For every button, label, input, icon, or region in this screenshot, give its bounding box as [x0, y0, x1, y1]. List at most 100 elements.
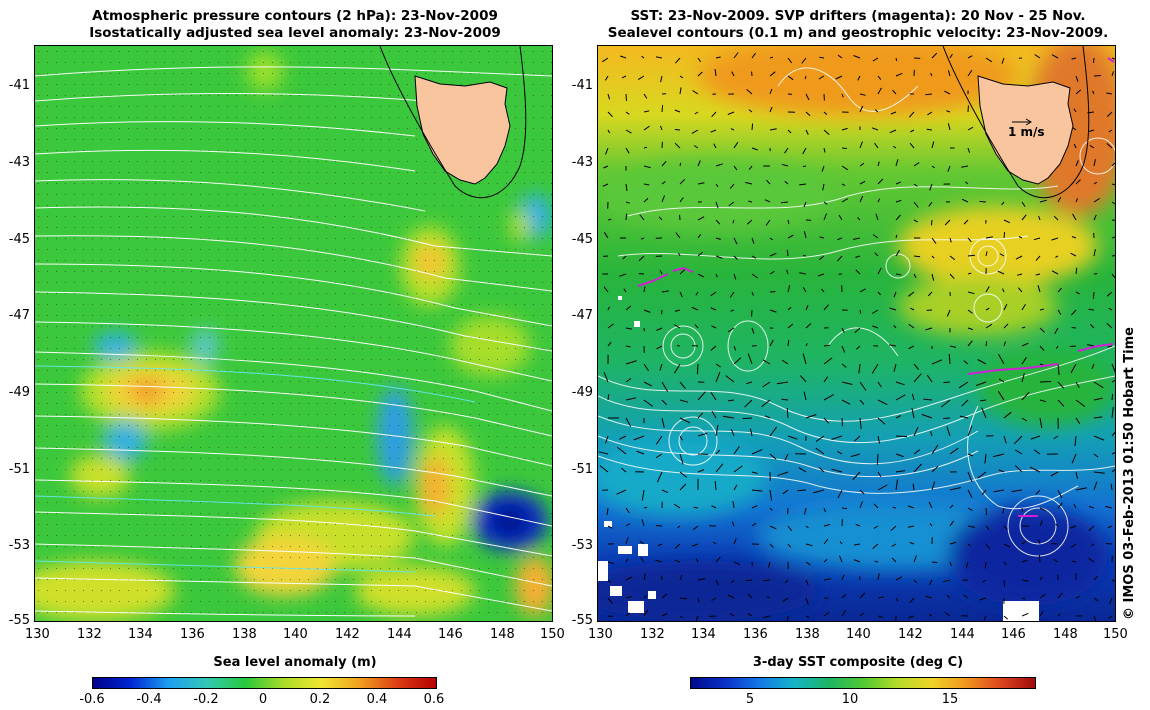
velocity-arrow	[675, 57, 681, 64]
velocity-arrow	[1018, 236, 1023, 239]
velocity-arrow	[728, 201, 735, 207]
velocity-arrow	[877, 417, 886, 425]
velocity-arrow	[998, 378, 1005, 383]
velocity-arrow	[643, 363, 650, 372]
velocity-arrow	[625, 417, 632, 427]
velocity-arrow	[873, 503, 879, 509]
lat-tick: -41	[8, 78, 30, 93]
velocity-arrow	[643, 595, 647, 599]
sla-colorbar-tick: -0.6	[79, 692, 105, 707]
velocity-arrow	[859, 417, 862, 430]
velocity-arrow	[1075, 381, 1080, 389]
velocity-arrow	[655, 435, 663, 445]
velocity-arrow	[625, 507, 630, 514]
velocity-arrow	[967, 471, 973, 483]
velocity-arrow	[620, 55, 627, 59]
velocity-arrow	[803, 391, 807, 401]
velocity-arrow	[985, 341, 988, 347]
velocity-arrow	[1107, 345, 1113, 348]
velocity-arrow	[859, 180, 866, 185]
velocity-arrow	[854, 327, 861, 333]
velocity-arrow	[802, 254, 807, 257]
velocity-arrow	[852, 471, 861, 480]
velocity-arrow	[949, 447, 959, 455]
velocity-arrow	[1039, 327, 1045, 333]
velocity-arrow	[621, 467, 627, 473]
velocity-arrow	[766, 596, 771, 599]
velocity-arrow	[661, 195, 665, 203]
velocity-arrow	[730, 183, 735, 189]
velocity-arrow	[895, 273, 902, 276]
velocity-arrow	[780, 201, 789, 204]
velocity-arrow	[895, 234, 898, 239]
velocity-arrow	[823, 417, 830, 424]
velocity-arrow	[805, 414, 817, 419]
lon-tick: 144	[387, 627, 412, 642]
velocity-arrow	[769, 291, 776, 293]
velocity-arrow	[1092, 90, 1095, 95]
velocity-arrow	[1039, 507, 1047, 512]
velocity-arrow	[801, 57, 807, 64]
velocity-arrow	[641, 55, 645, 59]
velocity-arrow	[872, 234, 879, 239]
velocity-arrow	[805, 561, 811, 566]
velocity-arrow	[679, 615, 683, 619]
velocity-arrow	[697, 432, 708, 437]
velocity-arrow	[927, 291, 933, 297]
velocity-arrow	[835, 75, 843, 80]
velocity-arrow	[636, 450, 645, 455]
velocity-arrow	[625, 377, 632, 383]
velocity-arrow	[714, 69, 717, 77]
velocity-arrow	[949, 53, 953, 59]
velocity-arrow	[641, 489, 645, 501]
lat-tick: -55	[8, 613, 30, 628]
velocity-arrow	[837, 237, 843, 241]
velocity-arrow	[782, 489, 789, 495]
velocity-arrow	[625, 93, 627, 102]
velocity-arrow	[841, 93, 844, 98]
velocity-arrow	[769, 56, 774, 59]
velocity-arrow	[1051, 270, 1059, 275]
velocity-arrow	[803, 201, 807, 208]
velocity-arrow	[859, 195, 864, 203]
velocity-arrow	[893, 145, 897, 149]
velocity-arrow	[823, 201, 828, 205]
velocity-arrow	[874, 142, 879, 149]
velocity-arrow	[859, 489, 865, 495]
velocity-arrow	[985, 286, 990, 293]
velocity-arrow	[1093, 416, 1103, 419]
lat-tick: -47	[8, 308, 30, 323]
velocity-arrow	[1088, 525, 1095, 531]
velocity-arrow	[1108, 615, 1113, 620]
velocity-arrow	[643, 165, 651, 169]
velocity-scale: 1 m/s	[1008, 118, 1045, 139]
velocity-arrow	[985, 57, 993, 63]
velocity-arrow	[1093, 453, 1099, 458]
velocity-arrow	[643, 609, 649, 617]
velocity-arrow	[787, 75, 794, 81]
velocity-arrow	[769, 88, 773, 95]
velocity-arrow	[747, 613, 753, 617]
velocity-arrow	[625, 201, 630, 204]
lon-tick: 150	[1103, 627, 1128, 642]
velocity-arrow	[977, 359, 987, 365]
velocity-arrow	[769, 489, 773, 501]
velocity-arrow	[871, 127, 879, 131]
velocity-arrow	[1071, 327, 1077, 329]
velocity-arrow	[895, 72, 903, 77]
velocity-arrow	[999, 253, 1005, 257]
velocity-arrow	[1038, 554, 1041, 563]
velocity-arrow	[831, 468, 843, 473]
velocity-arrow	[797, 489, 807, 492]
velocity-arrow	[655, 559, 663, 563]
velocity-arrow	[751, 147, 758, 151]
velocity-arrow	[890, 111, 897, 115]
velocity-arrow	[931, 165, 935, 169]
velocity-arrow	[1107, 525, 1113, 529]
velocity-arrow	[908, 615, 915, 619]
velocity-arrow	[963, 360, 969, 365]
velocity-arrow	[748, 109, 753, 113]
velocity-arrow	[1011, 489, 1023, 493]
velocity-arrow	[769, 309, 777, 313]
velocity-arrow	[1021, 507, 1023, 512]
